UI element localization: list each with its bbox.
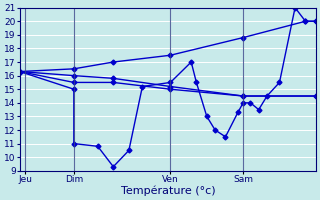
X-axis label: Température (°c): Température (°c) (121, 185, 215, 196)
